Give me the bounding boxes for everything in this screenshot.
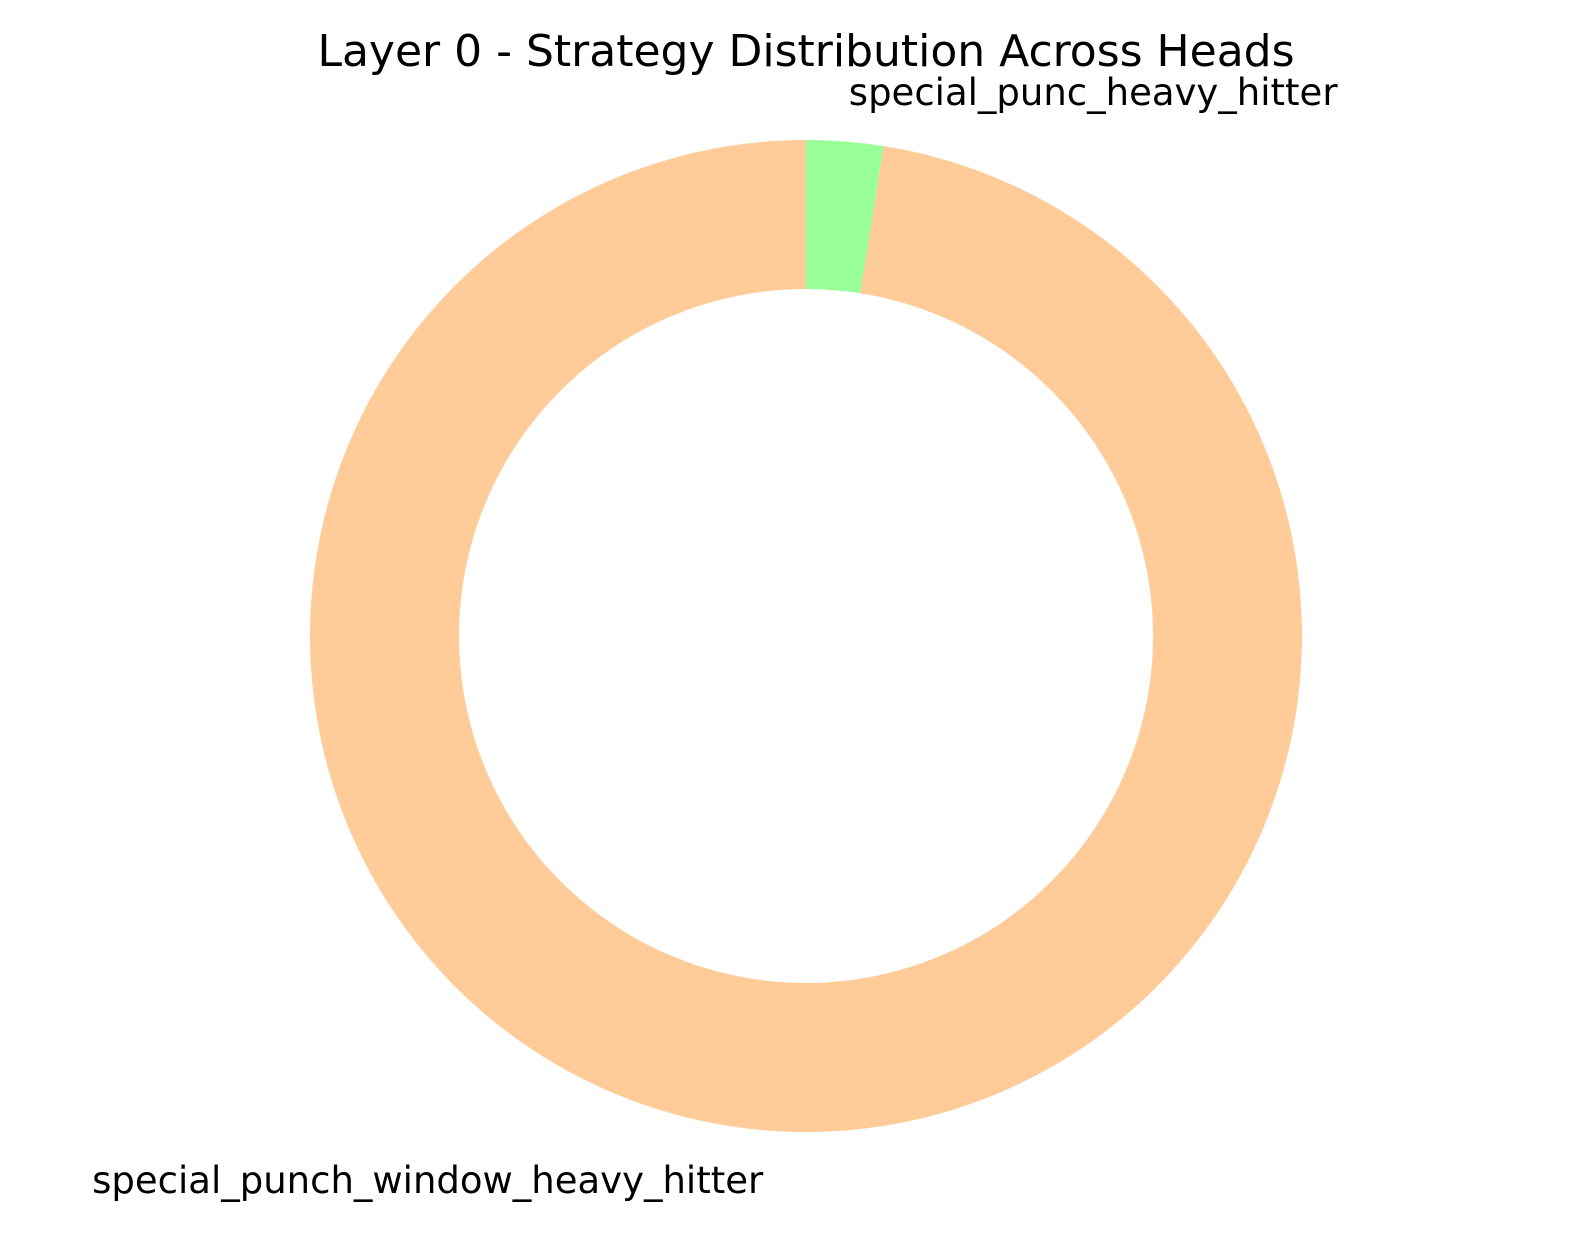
slice-label-special_punc_heavy_hitter: special_punc_heavy_hitter xyxy=(849,71,1339,114)
donut-slice-special_punch_window_heavy_hitter xyxy=(310,140,1303,1132)
slice-label-special_punch_window_heavy_hitter: special_punch_window_heavy_hitter xyxy=(92,1159,764,1202)
slice-labels: special_punc_heavy_hitter special_punch_w… xyxy=(92,71,1338,1202)
donut-slice-special_punc_heavy_hitter xyxy=(806,140,884,294)
donut-slices xyxy=(310,140,1303,1132)
chart-title: Layer 0 - Strategy Distribution Across H… xyxy=(317,26,1294,77)
